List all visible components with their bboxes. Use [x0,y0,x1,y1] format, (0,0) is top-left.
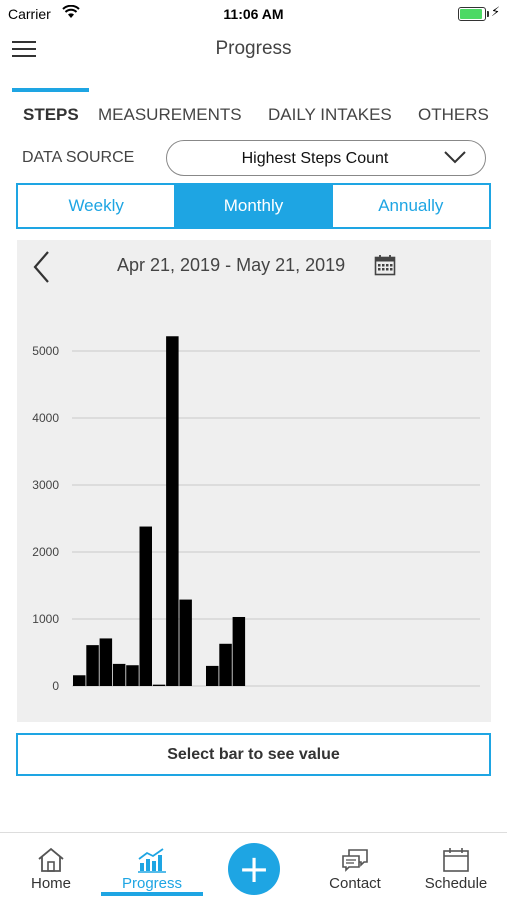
data-source-label: DATA SOURCE [22,149,135,166]
charging-icon: ⚡ [491,4,501,19]
data-source-value: Highest Steps Count [241,150,389,167]
bar[interactable] [152,684,166,686]
bar[interactable] [126,665,139,686]
chat-icon [342,849,368,872]
plus-icon: + [238,847,270,891]
nav-contact[interactable]: Contact [305,833,405,892]
period-annually[interactable]: Annually [331,185,489,227]
bar[interactable] [99,638,113,686]
status-bar: Carrier 11:06 AM ⚡ [0,0,507,28]
y-tick-label: 2000 [32,545,59,559]
chart-panel [17,240,491,722]
y-tick-label: 5000 [32,344,59,358]
bar[interactable] [232,616,246,686]
calendar-icon[interactable] [374,254,396,281]
selected-value-box: Select bar to see value [16,733,491,776]
active-tab-indicator [12,88,89,92]
y-tick-label: 1000 [32,612,59,626]
bar[interactable] [139,526,153,686]
home-icon [38,847,64,872]
tab-daily-intakes[interactable]: DAILY INTAKES [268,105,392,124]
y-tick-label: 3000 [32,478,59,492]
tab-steps[interactable]: STEPS [23,105,79,124]
bar[interactable] [112,663,126,686]
bar[interactable] [73,675,86,686]
nav-schedule-label: Schedule [424,875,488,892]
bar[interactable] [166,336,179,686]
nav-progress[interactable]: Progress [102,833,202,892]
period-selector: Weekly Monthly Annually [16,183,491,229]
bar[interactable] [179,599,192,686]
period-weekly[interactable]: Weekly [68,196,124,215]
y-tick-label: 0 [52,679,59,693]
menu-icon[interactable] [12,41,36,59]
tab-others[interactable]: OTHERS [418,105,489,124]
bar[interactable] [219,643,232,686]
wifi-icon [62,4,80,22]
battery-icon [458,7,489,21]
tab-measurements[interactable]: MEASUREMENTS [98,105,242,124]
carrier-label: Carrier [8,6,51,22]
schedule-icon [443,848,469,872]
chevron-down-icon [443,149,467,170]
period-monthly[interactable]: Monthly [174,185,332,227]
bar[interactable] [86,645,99,686]
progress-chart-icon [138,848,166,873]
data-source-select[interactable]: Highest Steps Count [166,140,486,176]
steps-bar-chart[interactable]: 0 1000 2000 3000 4000 5000 [17,300,491,710]
clock: 11:06 AM [223,6,284,22]
nav-home[interactable]: Home [1,833,101,892]
add-button[interactable]: + [228,843,280,895]
page-title: Progress [215,38,292,59]
bar[interactable] [206,665,219,686]
nav-contact-label: Contact [329,875,381,892]
previous-period-icon[interactable] [30,250,54,289]
nav-progress-label: Progress [121,875,183,892]
date-range: Apr 21, 2019 - May 21, 2019 [117,255,346,275]
nav-schedule[interactable]: Schedule [406,833,506,892]
nav-home-label: Home [30,875,71,892]
y-tick-label: 4000 [32,411,59,425]
category-tabs: STEPS MEASUREMENTS DAILY INTAKES OTHERS [0,105,507,129]
nav-active-indicator [101,892,203,896]
